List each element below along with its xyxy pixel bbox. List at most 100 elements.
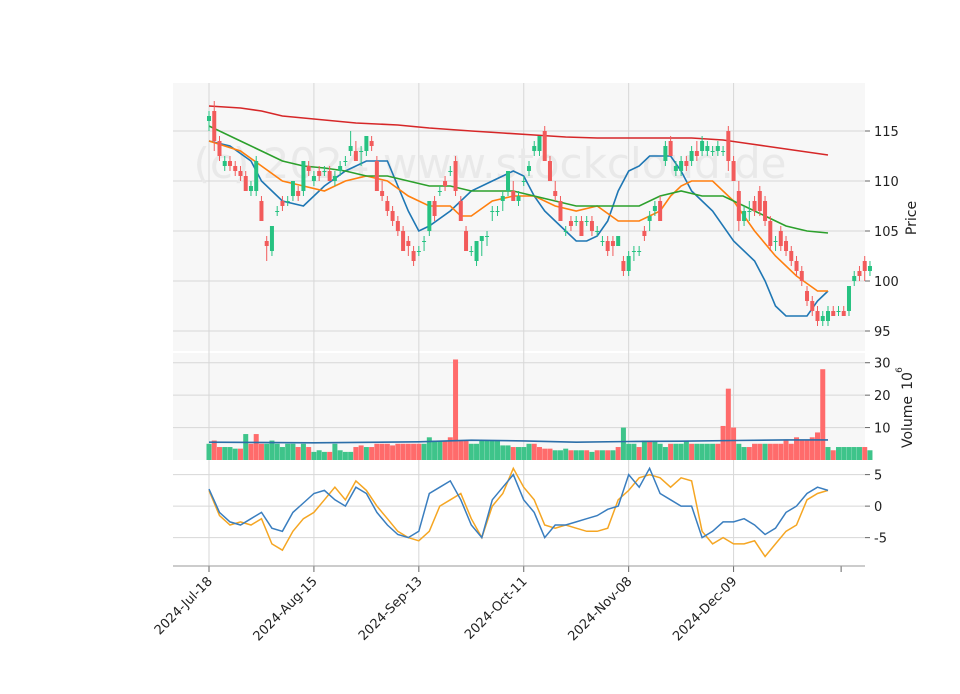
volume-bar: [437, 440, 443, 460]
volume-bar: [547, 448, 553, 460]
volume-bar: [316, 450, 322, 460]
candle-body: [348, 146, 353, 151]
candle-body: [715, 146, 720, 151]
candle-body: [458, 201, 463, 221]
volume-bar: [683, 440, 689, 460]
volume-bar: [825, 447, 831, 460]
volume-bar: [542, 448, 548, 460]
volume-layer: [206, 359, 873, 460]
volume-bar: [474, 443, 480, 460]
candle-body: [212, 111, 217, 141]
candle-body: [742, 211, 747, 221]
volume-tick-label: 20: [874, 389, 891, 404]
volume-bar: [736, 443, 742, 460]
candle-body: [579, 221, 584, 236]
candle-body: [710, 151, 715, 152]
volume-bar: [752, 443, 758, 460]
candle-body: [259, 201, 264, 221]
candle-body: [243, 176, 248, 191]
volume-bar: [841, 447, 847, 460]
oscillator-layer: [208, 466, 829, 558]
volume-bar: [731, 427, 737, 460]
volume-bar: [495, 440, 501, 460]
candlestick-layer: [207, 101, 872, 326]
volume-bar: [369, 447, 375, 460]
candle-body: [820, 316, 825, 321]
volume-bar: [710, 443, 716, 460]
volume-bar: [746, 447, 752, 460]
volume-bar: [815, 432, 821, 460]
candle-body: [269, 226, 274, 251]
volume-bar: [526, 443, 532, 460]
volume-bar: [589, 451, 595, 460]
volume-bar: [573, 450, 579, 460]
candle-body: [343, 161, 348, 162]
oscillator-tick-label: 5: [874, 469, 882, 484]
candle-body: [768, 221, 773, 246]
volume-bar: [799, 440, 805, 460]
candle-body: [248, 186, 253, 191]
candle-body: [322, 171, 327, 172]
volume-bar: [804, 440, 810, 460]
volume-bar: [862, 447, 868, 460]
volume-bar: [500, 445, 506, 460]
x-tick-label: 2024-Oct-11: [462, 574, 530, 642]
candle-body: [453, 161, 458, 191]
candle-body: [721, 151, 726, 152]
candle-body: [332, 176, 337, 181]
volume-bar: [599, 450, 605, 460]
volume-bar: [453, 359, 459, 460]
candle-body: [437, 191, 442, 192]
candle-body: [207, 116, 211, 121]
candle-body: [385, 201, 390, 211]
x-tick-label: 2024-Dec-09: [670, 574, 740, 644]
candle-body: [500, 196, 505, 201]
volume-bar: [274, 443, 280, 460]
candle-body: [626, 256, 631, 271]
volume-bar: [211, 440, 217, 460]
volume-bar: [715, 443, 721, 460]
volume-bar: [348, 451, 354, 460]
volume-bar: [374, 443, 380, 460]
volume-bar: [416, 443, 422, 460]
candle-body: [647, 216, 652, 221]
candle-body: [338, 166, 343, 171]
candle-body: [327, 171, 332, 181]
volume-bar: [311, 451, 317, 460]
volume-bar: [668, 443, 674, 460]
volume-bar: [531, 443, 537, 460]
candle-body: [862, 261, 867, 271]
candle-body: [805, 291, 810, 301]
candle-body: [353, 151, 358, 161]
volume-average-line: [208, 439, 828, 444]
candle-body: [411, 251, 416, 261]
volume-bar: [222, 447, 228, 460]
volume-bar: [468, 443, 474, 460]
candle-body: [642, 231, 647, 236]
candle-body: [280, 201, 285, 206]
volume-bar: [379, 443, 385, 460]
volume-multiplier-exponent: 6: [895, 367, 905, 373]
candle-body: [757, 191, 762, 211]
volume-bar: [568, 450, 574, 460]
volume-bar: [578, 450, 584, 460]
candle-body: [799, 271, 804, 281]
candle-body: [789, 251, 794, 261]
candle-body: [736, 191, 741, 221]
candle-body: [563, 231, 568, 232]
volume-bar: [253, 434, 259, 460]
candle-body: [752, 201, 757, 211]
candle-body: [600, 241, 605, 242]
candle-body: [658, 201, 663, 221]
candle-body: [222, 161, 227, 166]
candle-body: [443, 181, 448, 186]
volume-bar: [678, 443, 684, 460]
candle-body: [867, 266, 872, 271]
candle-body: [542, 131, 547, 161]
candle-body: [605, 241, 610, 251]
candle-body: [778, 231, 783, 246]
price-axis-label: Price: [904, 201, 920, 235]
volume-bar: [657, 443, 663, 460]
